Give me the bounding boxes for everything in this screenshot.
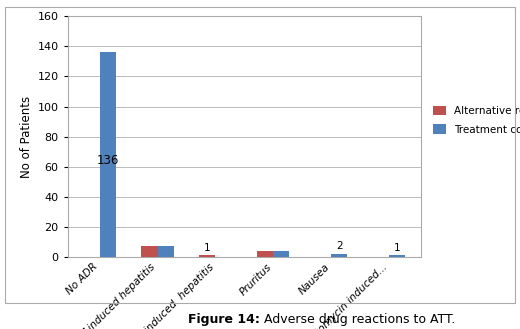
Text: Figure 14:: Figure 14: [188,313,260,326]
Bar [141,246,158,257]
Bar [274,251,290,257]
Text: 1: 1 [204,243,211,253]
Bar [158,246,174,257]
Bar [100,53,116,257]
Bar [257,251,274,257]
Legend: Alternative regimen, Treatment continue: Alternative regimen, Treatment continue [434,106,520,135]
Text: 1: 1 [394,243,400,253]
Bar [389,255,405,257]
Text: Adverse drug reactions to ATT.: Adverse drug reactions to ATT. [260,313,455,326]
Text: 136: 136 [97,154,119,167]
Bar [199,255,215,257]
Bar [331,254,347,257]
Y-axis label: No of Patients: No of Patients [20,95,33,178]
Text: 2: 2 [336,241,343,251]
